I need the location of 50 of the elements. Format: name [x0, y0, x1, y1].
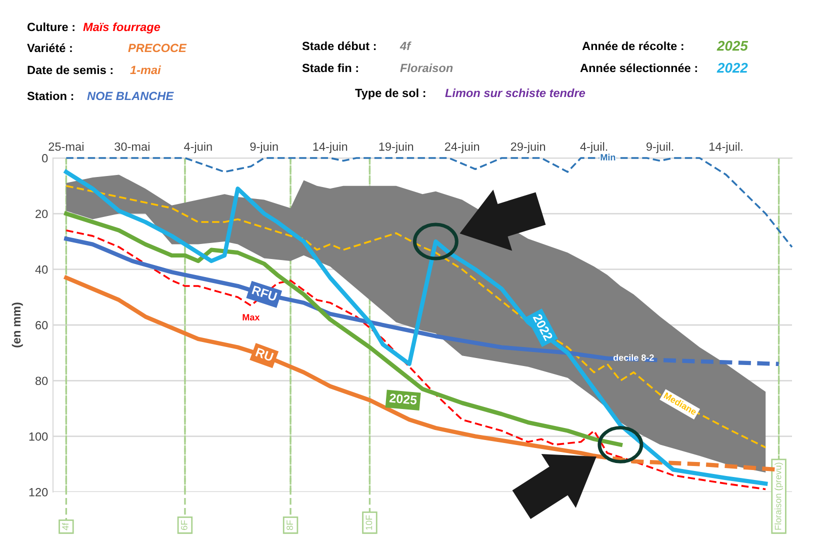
text: Année de récolte : — [582, 41, 684, 50]
series-label: RFU — [252, 286, 278, 302]
series-label: 2025 — [389, 393, 418, 405]
x-tick-label: 19-juin — [379, 142, 414, 154]
y-tick-label: 80 — [36, 376, 48, 386]
y-tick-label: 0 — [42, 154, 48, 162]
ref-line-label: 8F — [286, 520, 293, 530]
x-tick-label: 14-juil. — [710, 142, 742, 154]
ref-line-label: 6F — [180, 520, 188, 530]
text: Stade début : — [302, 41, 376, 50]
y-tick-label: 100 — [29, 432, 48, 441]
text: 1-mai — [130, 66, 162, 74]
text: 4f — [400, 42, 412, 50]
y-tick-label: 20 — [36, 210, 48, 218]
x-tick-label: 14-juin — [313, 142, 348, 154]
text: Floraison — [400, 64, 453, 72]
x-tick-label: 4-juil. — [580, 142, 608, 154]
y-tick-label: 60 — [36, 321, 48, 330]
text: 2022 — [716, 62, 748, 73]
text: NOE BLANCHE — [87, 92, 174, 100]
text: 2022 — [532, 313, 554, 342]
series-label: Max — [242, 314, 260, 320]
text: PRECOCE — [128, 44, 187, 52]
y-axis-title: (en mm) — [12, 302, 23, 348]
ref-line-label: 10F — [366, 515, 372, 530]
x-tick-label: 30-mai — [114, 142, 150, 151]
ref-line-label: 4f — [62, 522, 69, 530]
text: Station : — [27, 92, 74, 100]
text: Année sélectionnée : — [580, 63, 697, 72]
series-label: Min — [600, 154, 616, 160]
x-tick-label: 4-juin — [184, 142, 212, 154]
x-tick-label: 9-juin — [250, 142, 278, 154]
x-tick-label: 24-juin — [444, 142, 480, 154]
series-label: RU — [255, 348, 274, 362]
text: Type de sol : — [355, 88, 426, 100]
text: Stade fin : — [302, 64, 358, 72]
y-tick-label: 120 — [29, 488, 48, 496]
y-tick-label: 40 — [35, 265, 48, 274]
text: Culture : — [27, 22, 74, 32]
text: 2025 — [716, 40, 748, 51]
text: Date de semis : — [28, 66, 112, 74]
text: Maïs fourrage — [83, 22, 160, 34]
x-tick-label: 29-juin — [510, 142, 546, 154]
x-tick-label: 9-juil. — [646, 142, 674, 154]
text: Limon sur schiste tendre — [445, 88, 586, 98]
x-tick-label: 25-mai — [48, 142, 84, 151]
annotation: decile 8-2 — [613, 354, 654, 361]
text: Variété : — [27, 43, 72, 52]
line-series — [65, 229, 767, 490]
ref-line-label: Floraison (prevu) — [774, 462, 784, 530]
